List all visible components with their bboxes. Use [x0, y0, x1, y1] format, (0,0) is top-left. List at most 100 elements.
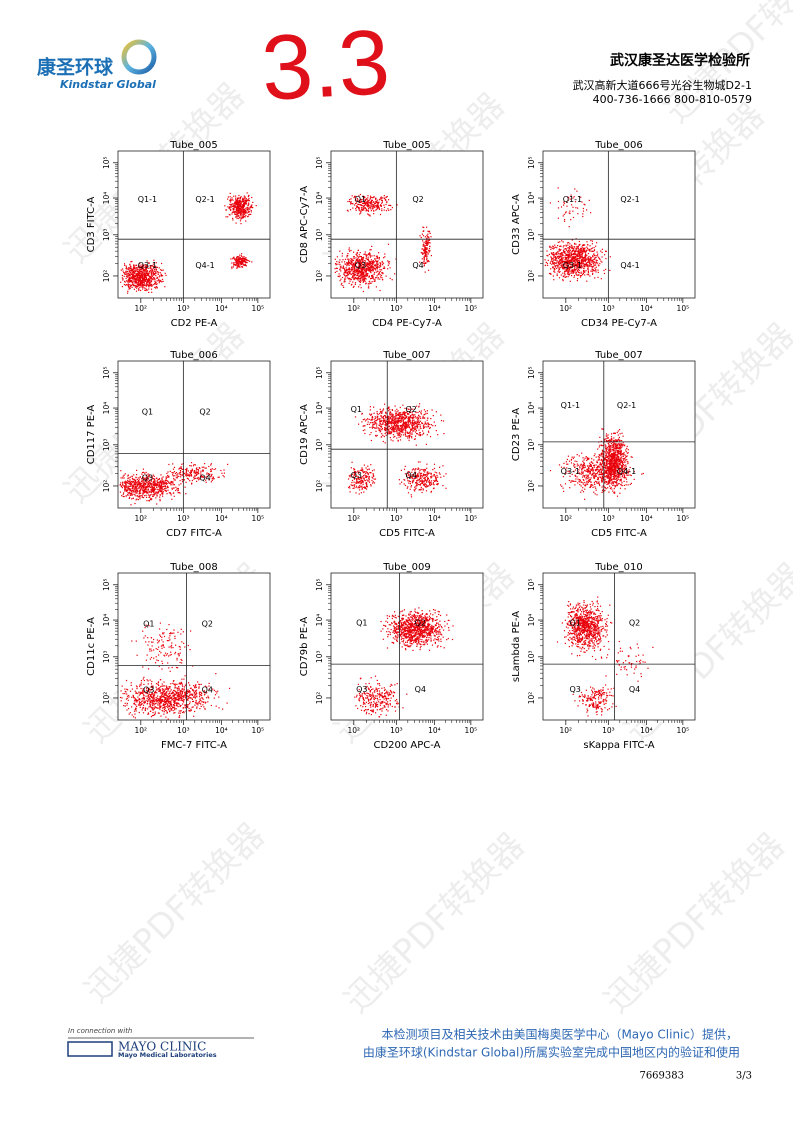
- event-dot: [566, 249, 568, 251]
- event-dot: [146, 491, 148, 493]
- event-dot: [130, 485, 132, 487]
- event-dot: [365, 273, 367, 275]
- event-dot: [248, 202, 250, 204]
- event-dot: [567, 269, 569, 271]
- event-dot: [161, 488, 163, 490]
- event-dot: [124, 280, 126, 282]
- event-dot: [240, 261, 242, 263]
- event-dot: [144, 277, 146, 279]
- event-dot: [389, 277, 391, 279]
- event-dot: [347, 255, 349, 257]
- event-dot: [582, 262, 584, 264]
- event-dot: [235, 211, 237, 213]
- event-dot: [234, 264, 236, 266]
- event-dot: [352, 272, 354, 274]
- event-dot: [561, 240, 563, 242]
- event-dot: [129, 482, 131, 484]
- event-dot: [158, 481, 160, 483]
- event-dot: [564, 267, 566, 269]
- event-dot: [237, 209, 239, 211]
- event-dot: [592, 266, 595, 268]
- event-dot: [379, 265, 381, 267]
- event-dot: [166, 472, 168, 475]
- event-dot: [240, 204, 242, 206]
- event-dot: [176, 474, 178, 476]
- event-dot: [245, 220, 247, 222]
- event-dot: [556, 256, 559, 258]
- event-dot: [379, 289, 381, 292]
- event-dot: [132, 274, 134, 276]
- event-dot: [353, 264, 355, 266]
- event-dot: [385, 210, 388, 212]
- event-dot: [156, 266, 158, 268]
- event-dot: [164, 489, 166, 492]
- event-dot: [225, 209, 227, 211]
- event-dot: [378, 424, 380, 426]
- event-dot: [387, 264, 389, 266]
- event-dot: [373, 213, 375, 215]
- event-dot: [137, 484, 139, 487]
- event-dot: [153, 494, 155, 496]
- event-dot: [568, 255, 570, 257]
- event-dot: [369, 263, 371, 265]
- event-dot: [227, 206, 229, 208]
- event-dot: [130, 490, 132, 493]
- event-dot: [554, 256, 556, 258]
- event-dot: [347, 263, 350, 265]
- event-dot: [132, 273, 134, 275]
- event-dot: [345, 267, 347, 269]
- event-dot: [145, 483, 147, 486]
- event-dot: [564, 252, 566, 254]
- event-dot: [569, 254, 571, 256]
- event-dot: [229, 214, 231, 216]
- event-dot: [369, 198, 371, 200]
- event-dot: [396, 428, 398, 430]
- event-dot: [137, 279, 139, 281]
- event-dot: [597, 276, 599, 278]
- event-dot: [558, 255, 560, 257]
- event-dot: [136, 286, 138, 288]
- event-dot: [574, 269, 576, 271]
- event-dot: [244, 201, 246, 203]
- event-dot: [148, 286, 150, 288]
- event-dot: [364, 207, 366, 209]
- event-dot: [554, 259, 556, 261]
- event-dot: [597, 264, 599, 266]
- event-dot: [547, 264, 549, 266]
- event-dot: [133, 491, 135, 493]
- event-dot: [348, 282, 350, 284]
- event-dot: [135, 282, 137, 284]
- event-dot: [350, 279, 352, 281]
- event-dot: [127, 486, 129, 489]
- event-dot: [556, 273, 558, 275]
- event-dot: [161, 262, 163, 265]
- event-dot: [146, 500, 148, 502]
- event-dot: [151, 476, 153, 478]
- event-dot: [572, 272, 574, 274]
- event-dot: [346, 268, 348, 271]
- event-dot: [377, 202, 379, 204]
- event-dot: [232, 266, 234, 268]
- event-dot: [574, 252, 576, 254]
- event-dot: [242, 214, 244, 217]
- event-dot: [358, 207, 360, 210]
- event-dot: [355, 195, 357, 197]
- event-dot: [562, 275, 564, 278]
- event-dot: [149, 279, 151, 281]
- event-dot: [340, 270, 342, 272]
- event-dot: [186, 470, 188, 472]
- event-dot: [139, 485, 141, 487]
- event-dot: [349, 209, 352, 211]
- x-tick-label: 10⁴: [215, 514, 228, 523]
- event-dot: [133, 265, 135, 267]
- event-dot: [123, 474, 125, 476]
- event-dot: [135, 488, 137, 490]
- event-dot: [136, 489, 138, 491]
- event-dot: [186, 473, 188, 475]
- event-dot: [171, 487, 173, 489]
- event-dot: [243, 195, 245, 197]
- event-dot: [423, 256, 425, 258]
- event-dot: [552, 275, 554, 277]
- event-dot: [557, 250, 559, 253]
- event-dot: [134, 271, 137, 273]
